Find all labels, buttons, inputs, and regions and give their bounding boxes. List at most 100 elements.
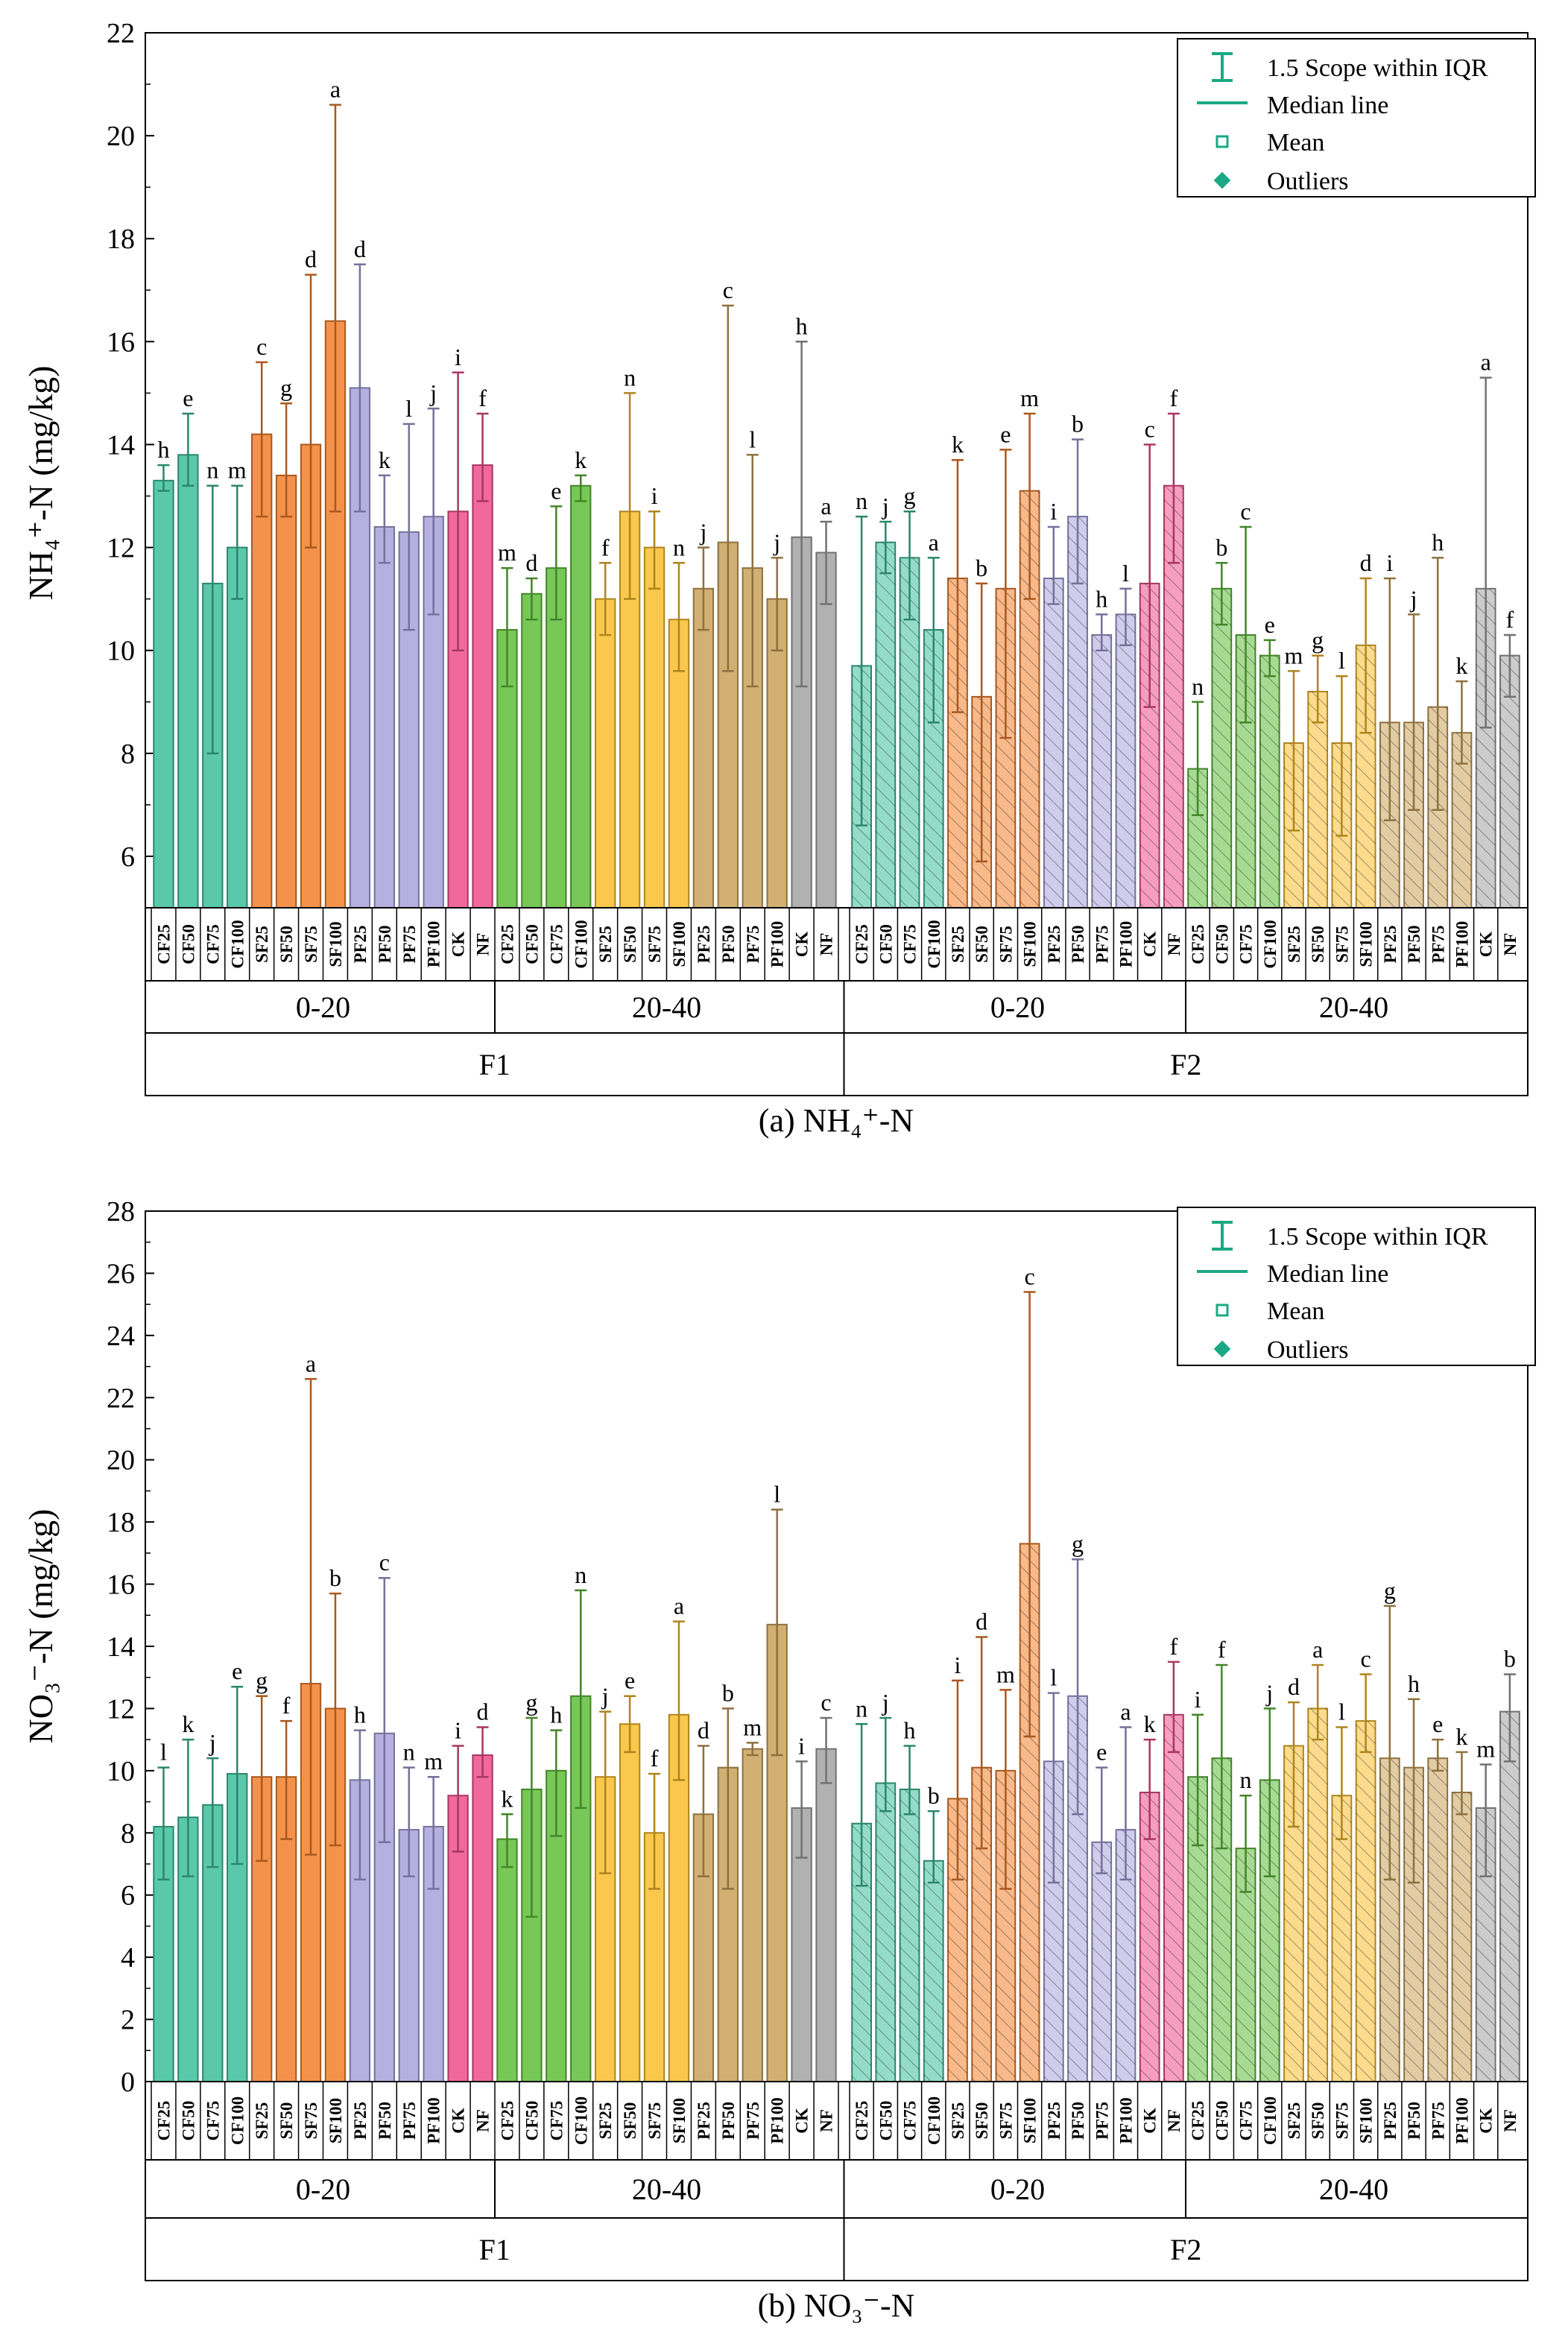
- significance-letter: b: [1504, 1646, 1516, 1672]
- significance-letter: n: [1240, 1766, 1252, 1793]
- category-label: CF50: [1213, 2101, 1231, 2141]
- significance-letter: a: [1120, 1698, 1131, 1725]
- significance-letter: b: [928, 1782, 940, 1809]
- category-label: PF75: [744, 2102, 762, 2140]
- significance-letter: j: [773, 528, 780, 555]
- category-label: CF25: [853, 2101, 871, 2141]
- category-label: PF50: [719, 925, 738, 963]
- category-label: SF100: [670, 2098, 689, 2143]
- category-label: PF75: [400, 2102, 419, 2140]
- category-label: SF25: [949, 2102, 967, 2140]
- significance-letter: k: [575, 446, 587, 473]
- category-label: SF75: [1333, 926, 1351, 963]
- significance-letter: l: [1338, 647, 1345, 674]
- significance-letter: j: [699, 519, 706, 546]
- category-label: SF25: [596, 2102, 615, 2140]
- category-label: CF100: [228, 920, 247, 968]
- category-label: PF25: [1045, 2102, 1063, 2140]
- significance-letter: g: [1384, 1577, 1396, 1604]
- significance-letter: g: [280, 374, 292, 401]
- bar-cf75: [546, 567, 567, 909]
- significance-letter: m: [1285, 642, 1303, 669]
- significance-letter: j: [882, 493, 889, 519]
- bar-hatch: [876, 542, 896, 908]
- significance-letter: k: [1144, 1710, 1156, 1737]
- bar-pf50: [373, 525, 395, 909]
- category-label: CF25: [1189, 924, 1207, 964]
- significance-letter: n: [856, 1695, 867, 1722]
- y-tick-label: 14: [107, 1631, 135, 1663]
- category-label: SF75: [645, 2102, 664, 2140]
- panel-a-caption: (a) NH₄⁺-N: [759, 1102, 914, 1139]
- depth-group-label: 0-20: [296, 2173, 350, 2206]
- category-label: CK: [449, 2108, 468, 2134]
- bar-nf: [472, 1754, 493, 2082]
- significance-letter: c: [723, 277, 733, 303]
- bar-hatch: [1212, 588, 1232, 908]
- significance-letter: e: [183, 385, 193, 411]
- category-label: SF50: [621, 926, 639, 963]
- category-label: CF50: [1213, 924, 1231, 964]
- bar-cf25: [496, 1838, 518, 2083]
- significance-letter: a: [929, 528, 939, 555]
- category-label: SF75: [645, 926, 664, 963]
- category-label: SF100: [326, 2098, 345, 2143]
- category-label: PF50: [1405, 2102, 1423, 2140]
- significance-letter: a: [306, 1350, 316, 1377]
- category-label: CF75: [901, 2101, 920, 2141]
- category-label: CF25: [498, 2101, 516, 2141]
- significance-letter: d: [525, 549, 537, 576]
- significance-letter: i: [1050, 498, 1057, 525]
- bar-sf50: [275, 474, 297, 909]
- category-label: SF75: [1333, 2102, 1351, 2140]
- category-label: PF100: [1116, 921, 1135, 968]
- category-label: NF: [1501, 933, 1520, 956]
- significance-letter: m: [424, 1748, 443, 1775]
- category-table: [145, 2081, 1529, 2281]
- category-label: PF50: [719, 2102, 738, 2140]
- significance-letter: j: [429, 379, 437, 406]
- significance-letter: k: [182, 1710, 194, 1737]
- category-label: CF75: [203, 2101, 222, 2141]
- significance-letter: i: [1386, 549, 1393, 576]
- significance-letter: b: [1215, 534, 1227, 560]
- bar-nf: [815, 552, 837, 909]
- legend-median-label: Median line: [1267, 1260, 1388, 1288]
- significance-letter: m: [996, 1660, 1015, 1687]
- y-tick-label: 2: [121, 2005, 135, 2036]
- category-label: PF75: [1093, 925, 1111, 963]
- bar-nf: [815, 1748, 837, 2083]
- category-label: SF75: [302, 926, 320, 963]
- significance-letter: n: [856, 487, 867, 514]
- legend-outlier-icon: [1213, 1340, 1231, 1358]
- category-label: CF75: [547, 2101, 566, 2141]
- significance-letter: h: [904, 1716, 916, 1743]
- y-tick-label: 12: [107, 533, 135, 564]
- field-group-label: F2: [1170, 1048, 1201, 1081]
- significance-letter: g: [256, 1667, 268, 1694]
- depth-group-label: 0-20: [990, 990, 1045, 1024]
- significance-letter: g: [525, 1689, 537, 1716]
- category-label: PF50: [1405, 925, 1423, 963]
- bar-cf100: [227, 546, 248, 909]
- significance-letter: n: [206, 457, 218, 484]
- bar-hatch: [876, 1783, 896, 2082]
- bar-hatch: [900, 1789, 920, 2082]
- significance-letter: h: [796, 312, 808, 339]
- significance-letter: n: [624, 364, 636, 391]
- significance-letter: d: [305, 246, 317, 273]
- category-label: CF50: [179, 924, 197, 964]
- panel-b-legend: 1.5 Scope within IQR Median line Mean Ou…: [1177, 1207, 1536, 1366]
- category-label: CF25: [154, 924, 173, 964]
- y-tick-label: 18: [107, 224, 135, 255]
- significance-letter: k: [1455, 1723, 1467, 1750]
- category-label: SF50: [277, 926, 296, 963]
- significance-letter: h: [354, 1701, 366, 1728]
- significance-letter: i: [455, 1716, 461, 1743]
- significance-letter: c: [1145, 415, 1155, 442]
- category-label: NF: [474, 933, 493, 956]
- category-label: PF25: [1381, 2102, 1400, 2140]
- panel-b-ylabel: NO₃⁻-N (mg/kg): [22, 1509, 60, 1744]
- significance-letter: i: [455, 344, 461, 370]
